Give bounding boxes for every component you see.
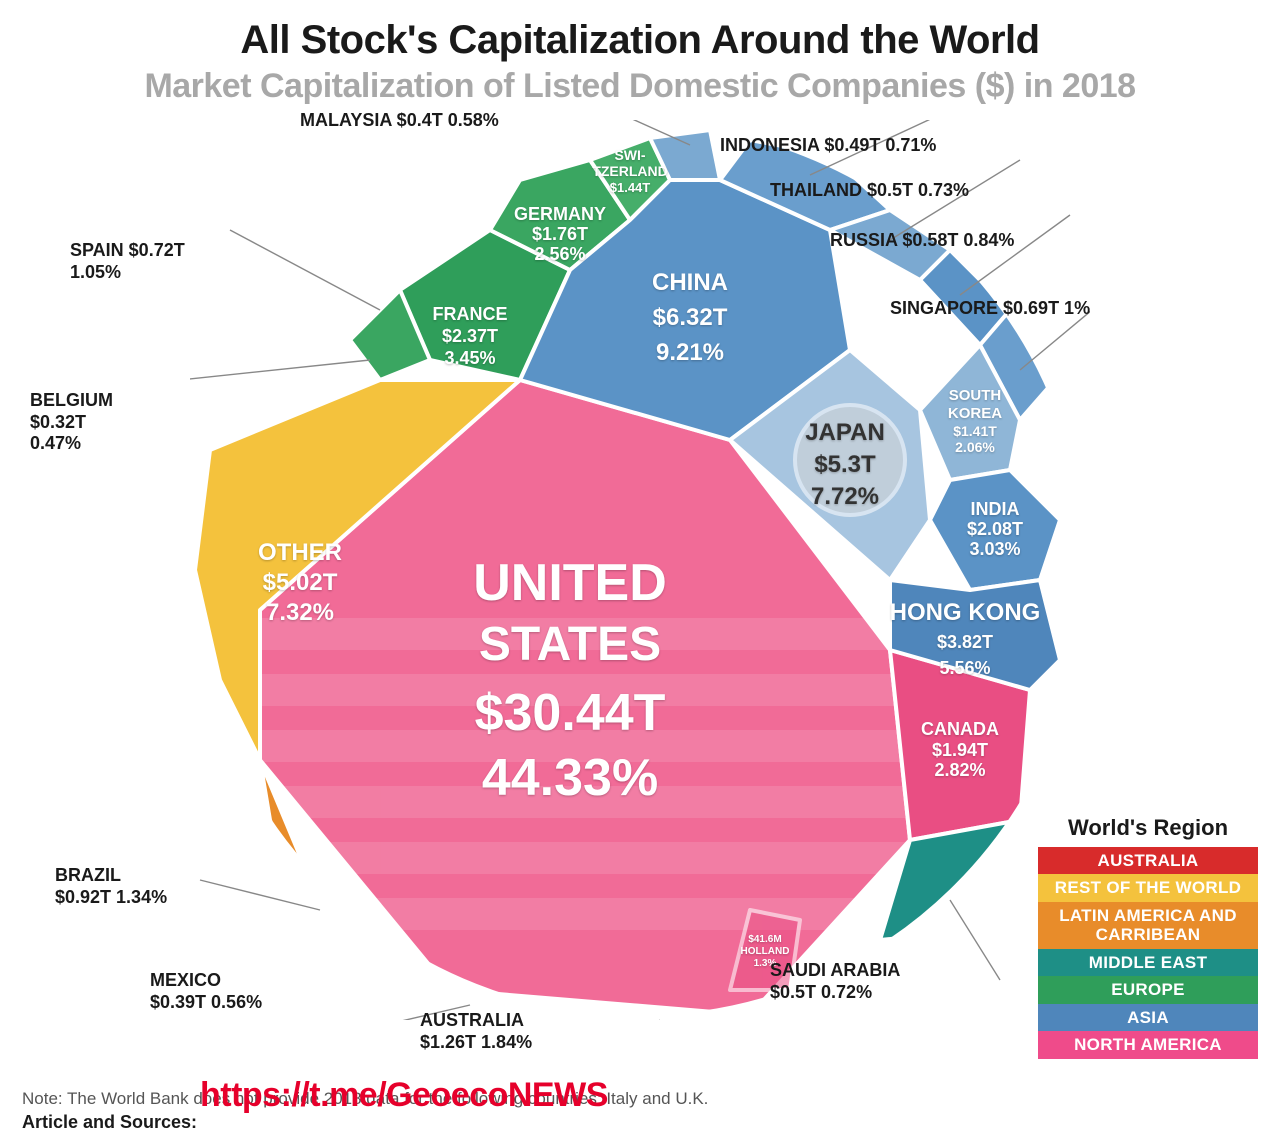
watermark-link: https://t.me/GeoecoNEWS: [200, 1076, 608, 1115]
svg-text:FRANCE: FRANCE: [433, 304, 508, 324]
callout-belgium: BELGIUM $0.32T 0.47%: [30, 390, 113, 455]
svg-text:$30.44T: $30.44T: [475, 684, 666, 742]
svg-text:KOREA: KOREA: [948, 405, 1002, 422]
legend-item: REST OF THE WORLD: [1038, 874, 1258, 902]
voronoi-chart: UNITED STATES $30.44T 44.33% CHINA $6.32…: [190, 120, 1090, 1020]
svg-text:7.32%: 7.32%: [266, 599, 334, 626]
svg-text:2.82%: 2.82%: [934, 760, 985, 780]
legend-item: MIDDLE EAST: [1038, 949, 1258, 977]
legend-item: ASIA: [1038, 1004, 1258, 1032]
svg-text:INDIA: INDIA: [971, 499, 1020, 519]
svg-text:$1.76T: $1.76T: [532, 224, 588, 244]
svg-text:2.56%: 2.56%: [534, 244, 585, 264]
svg-text:$2.37T: $2.37T: [442, 326, 498, 346]
svg-text:OTHER: OTHER: [258, 539, 342, 566]
svg-text:HOLLAND: HOLLAND: [741, 946, 790, 957]
callout-singapore: SINGAPORE $0.69T 1%: [890, 298, 1090, 320]
sources-label: Article and Sources:: [22, 1112, 197, 1133]
svg-text:CANADA: CANADA: [921, 719, 999, 739]
legend-item: AUSTRALIA: [1038, 847, 1258, 875]
page-subtitle: Market Capitalization of Listed Domestic…: [0, 67, 1280, 106]
svg-text:$6.32T: $6.32T: [653, 304, 728, 331]
svg-text:5.56%: 5.56%: [939, 658, 990, 678]
svg-text:3.45%: 3.45%: [444, 348, 495, 368]
svg-text:2.06%: 2.06%: [955, 439, 995, 455]
svg-text:TZERLAND: TZERLAND: [592, 163, 667, 179]
svg-text:CHINA: CHINA: [652, 269, 728, 296]
legend-title: World's Region: [1038, 815, 1258, 841]
svg-text:44.33%: 44.33%: [482, 749, 658, 807]
svg-text:$5.3T: $5.3T: [814, 451, 876, 478]
callout-thailand: THAILAND $0.5T 0.73%: [770, 180, 969, 202]
page-title: All Stock's Capitalization Around the Wo…: [0, 0, 1280, 63]
svg-text:$1.44T: $1.44T: [610, 180, 651, 195]
svg-text:$2.08T: $2.08T: [967, 519, 1023, 539]
svg-text:7.72%: 7.72%: [811, 483, 879, 510]
callout-australia: AUSTRALIA$1.26T 1.84%: [420, 1010, 532, 1053]
callout-russia: RUSSIA $0.58T 0.84%: [830, 230, 1014, 252]
callout-saudi: SAUDI ARABIA$0.5T 0.72%: [770, 960, 900, 1003]
svg-text:STATES: STATES: [479, 618, 661, 671]
svg-text:$5.02T: $5.02T: [263, 569, 338, 596]
svg-text:UNITED: UNITED: [473, 554, 667, 612]
callout-malaysia: MALAYSIA $0.4T 0.58%: [300, 110, 499, 132]
svg-text:$1.41T: $1.41T: [953, 423, 997, 439]
legend-item: NORTH AMERICA: [1038, 1031, 1258, 1059]
region-legend: World's Region AUSTRALIA REST OF THE WOR…: [1038, 815, 1258, 1059]
callout-spain: SPAIN $0.72T1.05%: [70, 240, 185, 283]
svg-text:$1.94T: $1.94T: [932, 740, 988, 760]
legend-item: LATIN AMERICA AND CARRIBEAN: [1038, 902, 1258, 949]
svg-text:SWI-: SWI-: [614, 147, 645, 163]
svg-text:$41.6M: $41.6M: [748, 934, 781, 945]
svg-text:9.21%: 9.21%: [656, 339, 724, 366]
callout-brazil: BRAZIL$0.92T 1.34%: [55, 865, 167, 908]
svg-text:HONG KONG: HONG KONG: [890, 599, 1041, 626]
svg-text:GERMANY: GERMANY: [514, 204, 606, 224]
callout-mexico: MEXICO$0.39T 0.56%: [150, 970, 262, 1013]
svg-text:JAPAN: JAPAN: [805, 419, 885, 446]
svg-text:$3.82T: $3.82T: [937, 632, 993, 652]
svg-text:3.03%: 3.03%: [969, 539, 1020, 559]
callout-indonesia: INDONESIA $0.49T 0.71%: [720, 135, 936, 157]
legend-item: EUROPE: [1038, 976, 1258, 1004]
svg-text:SOUTH: SOUTH: [949, 387, 1002, 404]
